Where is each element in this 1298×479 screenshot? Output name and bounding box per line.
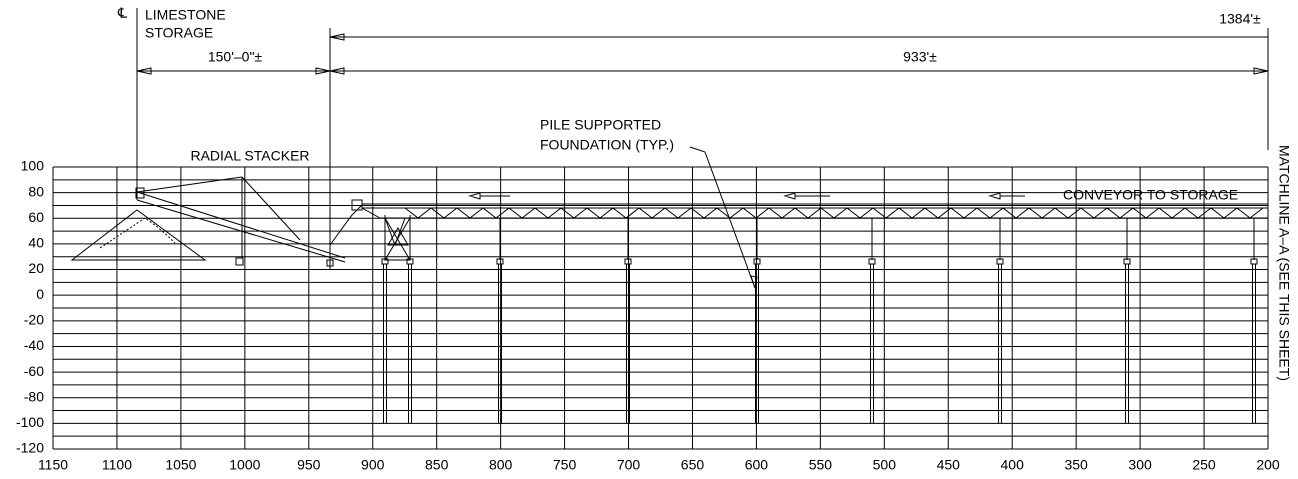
leader: [689, 146, 756, 289]
x-tick-label: 1150: [38, 457, 68, 473]
y-tick-label: 80: [28, 183, 44, 199]
x-tick-label: 400: [1001, 457, 1025, 473]
y-tick-label: -40: [24, 337, 44, 353]
label: CONVEYOR TO STORAGE: [1063, 187, 1238, 203]
matchline-label: MATCHLINE A–A (SEE THIS SHEET): [1276, 145, 1292, 381]
x-tick-label: 950: [297, 457, 321, 473]
y-tick-label: -20: [24, 312, 44, 328]
x-tick-label: 750: [553, 457, 577, 473]
label: LIMESTONE: [145, 7, 226, 23]
x-tick-label: 1050: [165, 457, 196, 473]
y-tick-label: -120: [16, 440, 44, 456]
x-tick-label: 900: [361, 457, 385, 473]
pile-cap: [381, 258, 389, 265]
stockpile: [70, 209, 207, 261]
label: STORAGE: [145, 25, 213, 41]
y-tick-label: 20: [28, 260, 44, 276]
y-tick-label: 0: [36, 286, 44, 302]
y-tick-label: -80: [24, 388, 44, 404]
pile-cap: [624, 258, 632, 265]
pile-cap: [1123, 258, 1131, 265]
x-tick-label: 300: [1128, 457, 1152, 473]
truss-web: [404, 207, 1264, 219]
x-tick-label: 1000: [229, 457, 260, 473]
centerline-symbol: ℄: [117, 5, 127, 21]
truss-web: [361, 207, 406, 247]
dimension-label: 1384'±: [1219, 11, 1261, 27]
y-tick-label: 40: [28, 235, 44, 251]
x-tick-label: 850: [425, 457, 449, 473]
pile-cap: [996, 258, 1004, 265]
x-tick-label: 550: [809, 457, 833, 473]
y-tick-label: 100: [21, 158, 45, 174]
stacker-boom: [136, 191, 346, 259]
pile-cap: [406, 258, 414, 265]
chute: [329, 204, 363, 246]
pile-cap: [753, 258, 761, 265]
pile-cap: [868, 258, 876, 265]
pile-cap: [496, 258, 504, 265]
label: RADIAL STACKER: [190, 148, 309, 164]
stacker-pivot: [326, 259, 334, 267]
x-tick-label: 700: [617, 457, 641, 473]
stacker-wheel: [235, 257, 244, 266]
label: FOUNDATION (TYP.): [540, 137, 674, 153]
drive: [387, 227, 409, 246]
y-tick-label: -60: [24, 363, 44, 379]
arrowheads: [136, 33, 1269, 75]
y-tick-label: -100: [16, 414, 44, 430]
structure: [52, 166, 1269, 450]
x-tick-label: 500: [873, 457, 897, 473]
flow-arrows: [468, 192, 1001, 200]
label: PILE SUPPORTED: [540, 117, 661, 133]
x-tick-label: 450: [937, 457, 961, 473]
dimension-label: 150'–0"±: [208, 49, 263, 65]
tower-brace: [384, 217, 411, 261]
dimension-label: 933'±: [903, 49, 937, 65]
x-tick-label: 600: [745, 457, 769, 473]
x-tick-label: 800: [489, 457, 513, 473]
x-tick-label: 650: [681, 457, 705, 473]
x-tick-label: 1100: [102, 457, 132, 473]
stacker-cable: [241, 176, 301, 241]
pile-cap: [1250, 258, 1258, 265]
y-tick-label: 60: [28, 209, 44, 225]
x-tick-label: 250: [1192, 457, 1216, 473]
x-tick-label: 200: [1256, 457, 1280, 473]
stockpile-texture: [99, 217, 176, 249]
x-tick-label: 350: [1064, 457, 1088, 473]
stacker-cable: [136, 176, 243, 193]
